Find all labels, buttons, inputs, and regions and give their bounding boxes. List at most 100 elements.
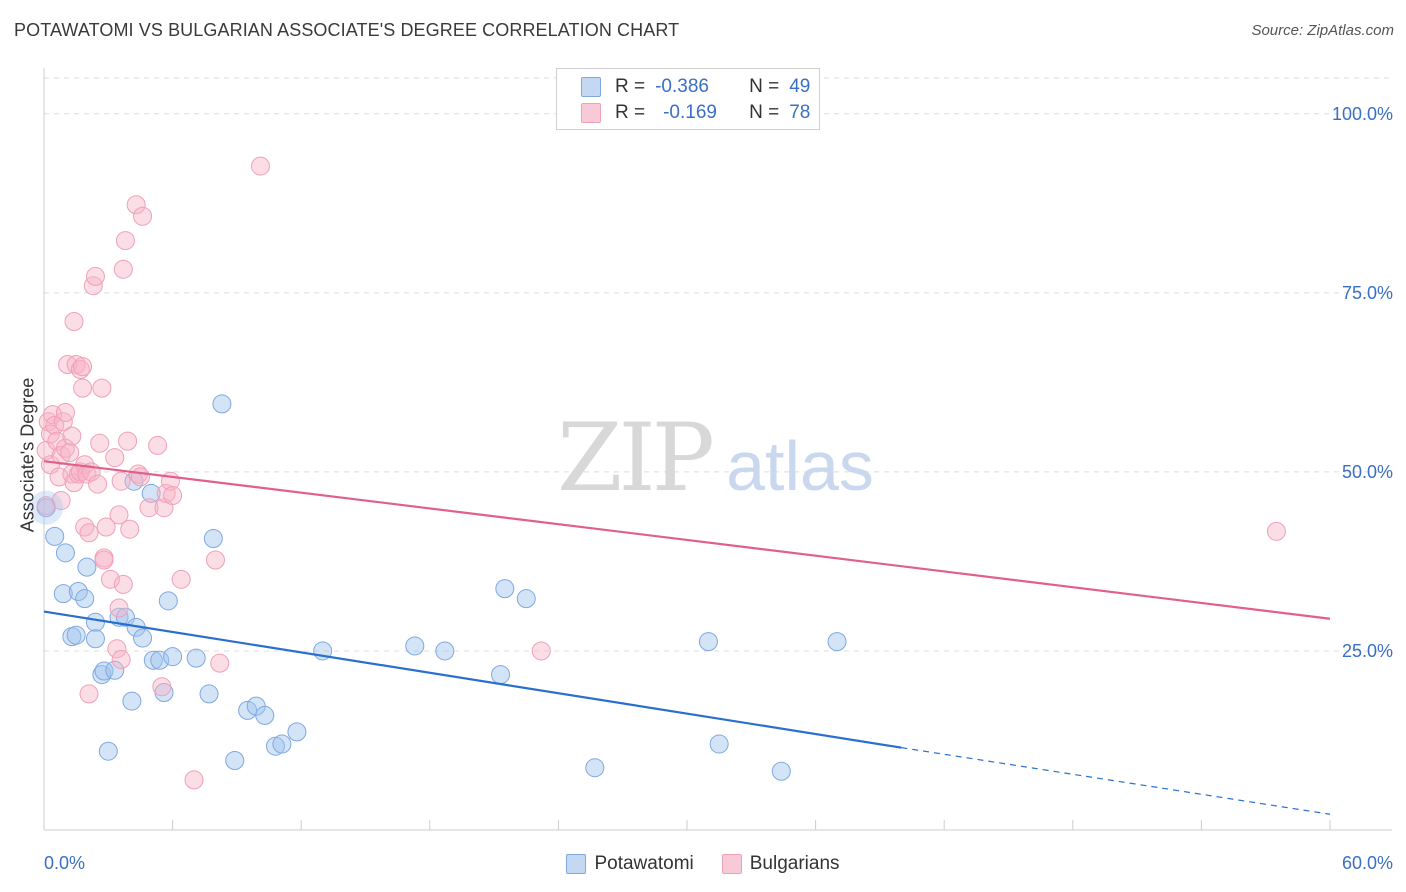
data-point-potawatomi-large (29, 490, 64, 525)
legend-swatch-bulgarians (581, 103, 601, 123)
watermark-atlas: atlas (726, 427, 874, 505)
data-point-bulgarians (105, 448, 125, 468)
data-point-bulgarians (36, 496, 56, 516)
r-label: R = (615, 76, 646, 97)
data-point-potawatomi (287, 722, 307, 742)
data-point-bulgarians (205, 550, 225, 570)
data-point-bulgarians (163, 486, 183, 506)
data-point-potawatomi (516, 589, 536, 609)
watermark-zip: ZIP (557, 404, 711, 513)
y-tick-labels: 25.0% 50.0% 75.0% 100.0% (1332, 104, 1393, 661)
legend-swatch-potawatomi (566, 854, 587, 874)
data-point-potawatomi (122, 691, 142, 711)
data-point-potawatomi (45, 526, 65, 546)
data-point-bulgarians (53, 412, 73, 432)
legend-row-bulgarians: R = -0.169 N = 78 (581, 101, 810, 125)
data-point-potawatomi (272, 734, 292, 754)
data-point-potawatomi (150, 650, 170, 670)
data-point-potawatomi (105, 660, 125, 680)
data-point-potawatomi (66, 625, 86, 645)
data-point-bulgarians (148, 435, 168, 455)
data-point-potawatomi (827, 632, 847, 652)
data-point-potawatomi (143, 650, 163, 670)
data-point-bulgarians (531, 641, 551, 661)
data-point-bulgarians (90, 433, 110, 453)
data-point-bulgarians (152, 677, 172, 697)
n-value: 49 (789, 76, 811, 97)
y-tick-label: 75.0% (1342, 283, 1393, 303)
source-label: Source: ZipAtlas.com (1251, 22, 1394, 39)
n-label: N = (749, 76, 780, 97)
data-point-potawatomi (698, 632, 718, 652)
trend-lines (43, 460, 1331, 815)
data-point-potawatomi (203, 529, 223, 549)
data-point-bulgarians (120, 519, 140, 539)
data-point-bulgarians (111, 650, 131, 670)
y-tick-label: 25.0% (1342, 641, 1393, 661)
data-point-potawatomi (133, 628, 153, 648)
trend-line-extension-potawatomi (901, 747, 1331, 815)
data-point-bulgarians (51, 491, 71, 511)
data-point-bulgarians (139, 498, 159, 518)
data-point-potawatomi (771, 761, 791, 781)
data-point-bulgarians (109, 598, 129, 618)
x-tick-labels: 0.0% 60.0% (44, 853, 1393, 873)
n-value: 78 (789, 102, 811, 123)
series-legend: Potawatomi Bulgarians (0, 851, 1406, 877)
data-point-bulgarians (70, 359, 90, 379)
data-point-potawatomi (55, 543, 75, 563)
trend-line-potawatomi (43, 610, 902, 749)
y-axis-label: Associate's Degree (17, 377, 38, 533)
data-point-bulgarians (55, 402, 75, 422)
data-point-potawatomi (255, 705, 275, 725)
chart-title: POTAWATOMI VS BULGARIAN ASSOCIATE'S DEGR… (14, 20, 680, 40)
r-value: -0.169 (663, 102, 717, 123)
data-point-bulgarians (250, 156, 270, 176)
data-point-bulgarians (107, 639, 127, 659)
data-point-potawatomi (199, 684, 219, 704)
legend-item-bulgarians: Bulgarians (721, 853, 840, 875)
data-point-bulgarians (126, 195, 146, 215)
data-point-bulgarians (115, 231, 135, 251)
data-point-bulgarians (83, 276, 103, 296)
trend-line-bulgarians (43, 460, 1331, 620)
data-point-bulgarians (94, 550, 114, 570)
data-point-potawatomi (85, 612, 105, 632)
data-point-potawatomi (186, 648, 206, 668)
legend-label-bulgarians: Bulgarians (749, 853, 840, 874)
data-point-potawatomi (225, 751, 245, 771)
data-point-potawatomi (238, 700, 258, 720)
data-point-potawatomi (163, 647, 183, 667)
data-point-potawatomi (75, 589, 95, 609)
data-point-potawatomi (53, 584, 73, 604)
legend-row-potawatomi: R = -0.386 N = 49 (581, 75, 810, 99)
data-point-potawatomi (405, 636, 425, 656)
data-point-bulgarians (210, 653, 230, 673)
data-points (29, 156, 1286, 790)
n-label: N = (749, 102, 780, 123)
correlation-legend: R = -0.386 N = 49 R = -0.169 N = 78 (556, 68, 820, 130)
data-point-potawatomi (158, 591, 178, 611)
data-point-bulgarians (113, 574, 133, 594)
data-point-bulgarians (62, 426, 82, 446)
y-tick-label: 100.0% (1332, 104, 1393, 124)
data-point-potawatomi (585, 758, 605, 778)
data-point-potawatomi (495, 579, 515, 599)
data-point-potawatomi (94, 661, 114, 681)
data-point-potawatomi (709, 734, 729, 754)
axes (43, 68, 1392, 831)
data-point-bulgarians (130, 467, 150, 487)
y-tick-label: 50.0% (1342, 462, 1393, 482)
data-point-bulgarians (133, 206, 153, 226)
data-point-bulgarians (85, 266, 105, 286)
legend-swatch-bulgarians (721, 854, 742, 874)
x-tick-label: 0.0% (44, 853, 85, 873)
legend-label-potawatomi: Potawatomi (594, 853, 694, 874)
data-point-bulgarians (171, 569, 191, 589)
data-point-potawatomi (68, 582, 88, 602)
legend-item-potawatomi: Potawatomi (566, 853, 694, 875)
data-point-potawatomi (115, 607, 135, 627)
data-point-potawatomi (212, 394, 232, 414)
data-point-bulgarians (111, 471, 131, 491)
data-point-bulgarians (109, 505, 129, 525)
